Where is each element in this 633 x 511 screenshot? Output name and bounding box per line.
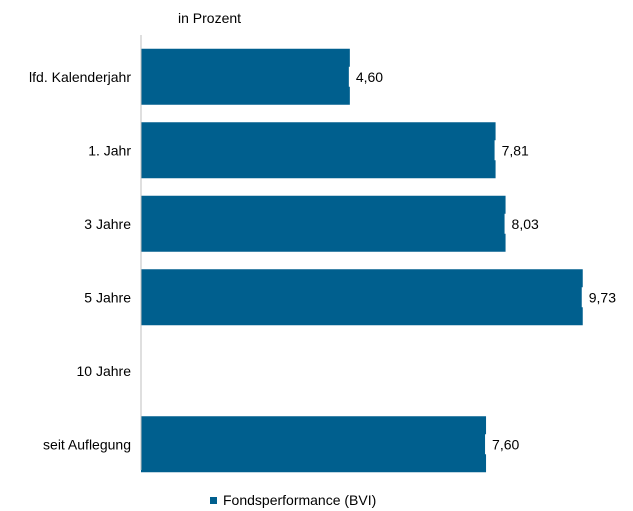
value-label-1-jahr: 7,81 <box>502 142 529 158</box>
category-label-lfd-kalenderjahr: lfd. Kalenderjahr <box>29 69 131 85</box>
category-label-seit-auflegung: seit Auflegung <box>43 436 131 452</box>
category-label-5-jahre: 5 Jahre <box>84 289 131 305</box>
legend: Fondsperformance (BVI) <box>210 492 376 508</box>
bar-1-jahr <box>141 122 496 179</box>
bar-seit-auflegung <box>141 416 487 473</box>
bar-chart: lfd. Kalenderjahr 1. Jahr 3 Jahre 5 Jahre 10… <box>29 35 616 473</box>
value-label-seit-auflegung: 7,60 <box>492 436 519 452</box>
category-label-10-jahre: 10 Jahre <box>77 363 132 379</box>
value-label-5-jahre: 9,73 <box>589 289 616 305</box>
category-label-1-jahr: 1. Jahr <box>88 142 131 158</box>
unit-label: in Prozent <box>178 10 242 26</box>
bar-3-jahre <box>141 195 506 252</box>
bar-lfd-kalenderjahr <box>141 48 350 105</box>
legend-swatch <box>210 496 217 504</box>
value-labels: 4,60 7,81 8,03 9,73 7,60 <box>356 69 616 453</box>
value-label-lfd-kalenderjahr: 4,60 <box>356 69 383 85</box>
legend-label: Fondsperformance (BVI) <box>223 492 377 508</box>
category-labels: lfd. Kalenderjahr 1. Jahr 3 Jahre 5 Jahre 10… <box>29 69 131 453</box>
bar-5-jahre <box>141 269 583 326</box>
category-label-3-jahre: 3 Jahre <box>84 216 131 232</box>
value-label-3-jahre: 8,03 <box>512 216 539 232</box>
bars <box>141 48 584 473</box>
